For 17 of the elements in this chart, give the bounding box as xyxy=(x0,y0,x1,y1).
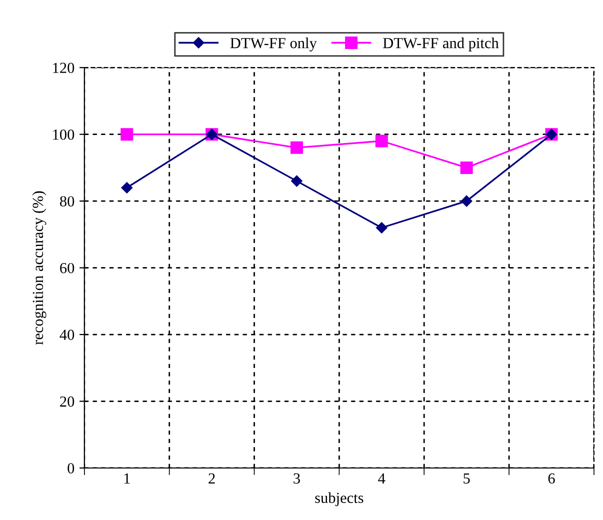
y-tick-label: 60 xyxy=(60,262,74,274)
y-tick-label: 100 xyxy=(53,129,74,140)
x-tick-label: 1 xyxy=(124,473,130,484)
y-tick-label: 0 xyxy=(68,463,74,474)
y-tick-label: 120 xyxy=(53,62,74,74)
y-axis-title: recognition accuracy (%) xyxy=(32,191,46,345)
y-tick-label: 20 xyxy=(60,396,74,407)
x-tick-label: 4 xyxy=(378,473,386,484)
x-axis-title: subjects xyxy=(315,492,364,506)
x-tick-label: 6 xyxy=(548,473,555,484)
legend-label: DTW-FF only xyxy=(230,37,317,52)
legend-label: DTW-FF and pitch xyxy=(383,37,499,52)
x-tick-label: 3 xyxy=(294,473,300,484)
x-tick-label: 2 xyxy=(208,473,215,484)
x-tick-label: 5 xyxy=(464,473,470,484)
y-tick-label: 80 xyxy=(60,196,74,207)
y-tick-label: 40 xyxy=(60,330,74,340)
